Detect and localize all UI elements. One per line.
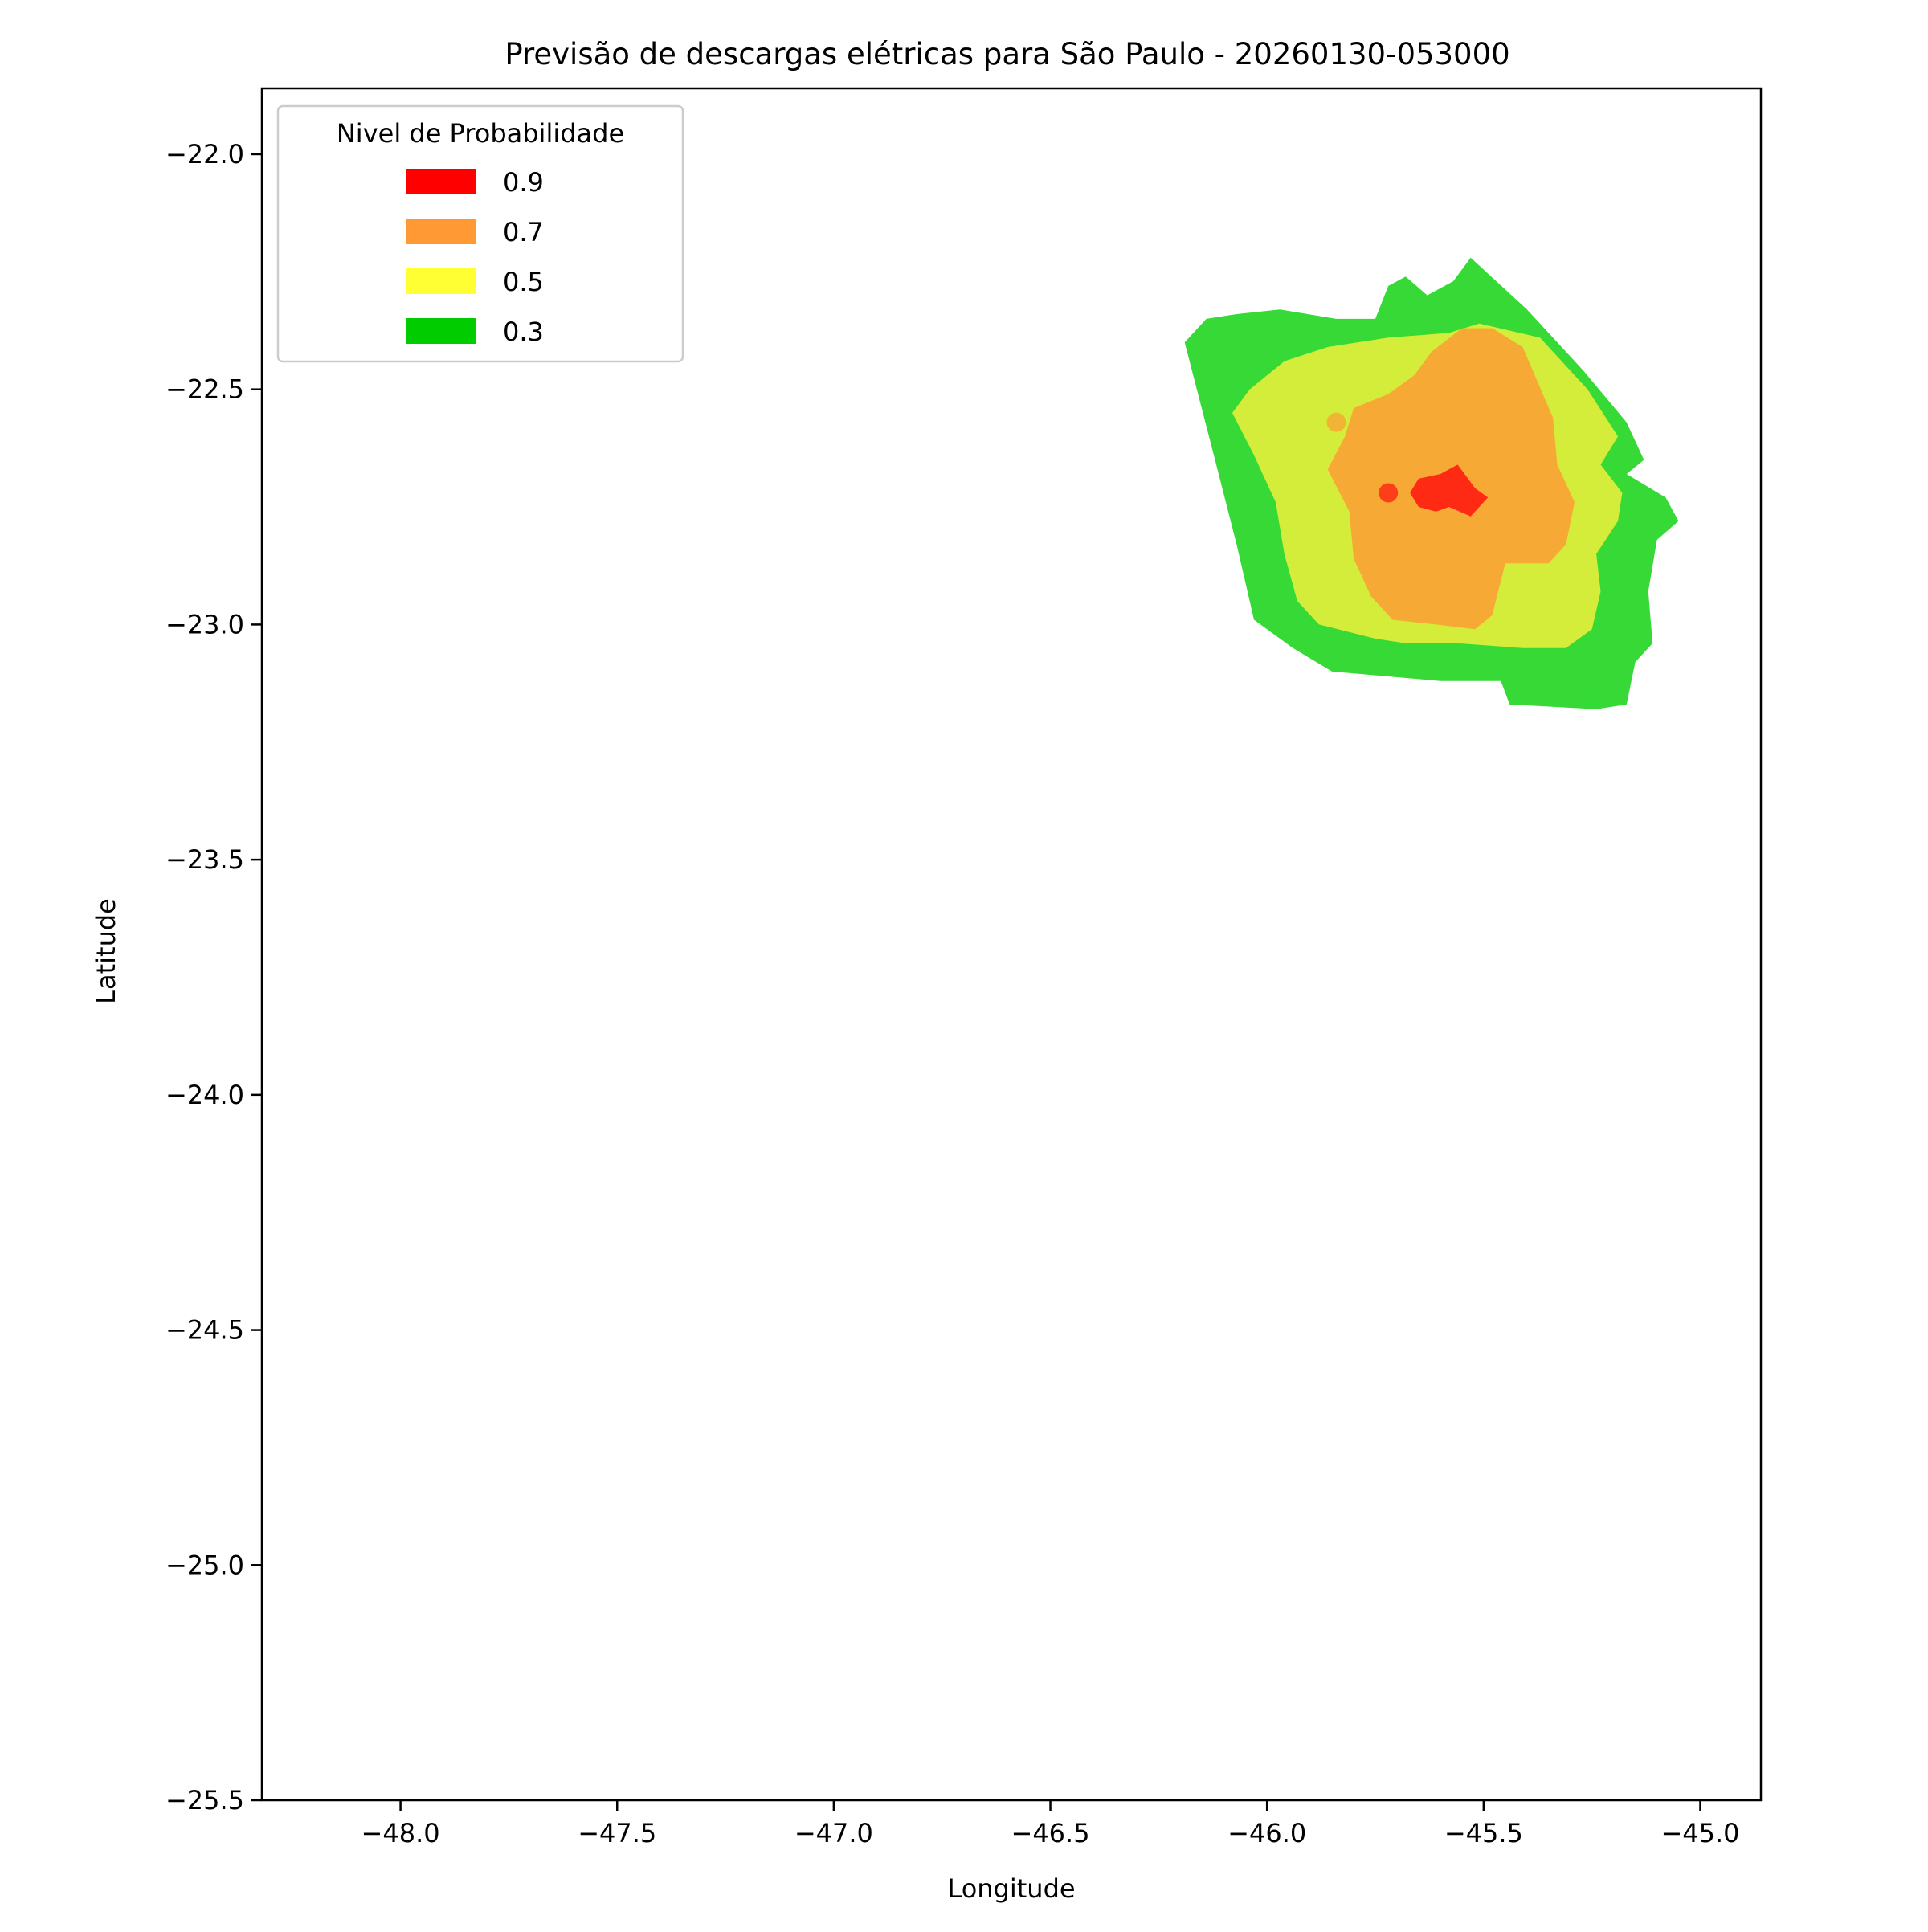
y-tick-label: −25.0 (165, 1550, 244, 1580)
x-tick-label: −46.5 (1011, 1818, 1090, 1848)
legend-swatch-0-9 (406, 169, 476, 194)
observation-point (1582, 690, 1602, 710)
legend-label: 0.5 (503, 267, 544, 297)
observation-points (1326, 389, 1602, 710)
legend-swatch-0-7 (406, 219, 476, 244)
chart-title: Previsão de descargas elétricas para São… (504, 37, 1509, 71)
observation-point (1448, 389, 1468, 409)
x-tick-label: −45.5 (1444, 1818, 1523, 1848)
legend: Nivel de Probabilidade 0.9 0.7 0.5 0.3 (276, 104, 684, 363)
x-axis-ticks: −48.0 −47.5 −47.0 −46.5 −46.0 −45.5 −45.0 (362, 1800, 1740, 1848)
contour-region-0-9 (1410, 464, 1489, 517)
y-tick-label: −24.0 (165, 1080, 244, 1110)
legend-swatch-0-5 (406, 268, 476, 294)
x-tick-label: −46.0 (1227, 1818, 1306, 1848)
observation-point (1326, 412, 1346, 432)
legend-box (276, 104, 684, 363)
y-tick-label: −22.5 (165, 374, 244, 405)
y-tick-label: −25.5 (165, 1785, 244, 1816)
y-tick-label: −23.5 (165, 844, 244, 875)
observation-point (1379, 483, 1399, 503)
x-tick-label: −45.0 (1660, 1818, 1739, 1848)
legend-label: 0.3 (503, 317, 544, 347)
y-tick-label: −23.0 (165, 609, 244, 639)
x-axis-label: Longitude (947, 1873, 1075, 1904)
y-axis-ticks: −22.0 −22.5 −23.0 −23.5 −24.0 −24.5 −25.0 −25.5 (165, 139, 262, 1816)
plot-area (1184, 257, 1679, 710)
axes-frame (260, 87, 1763, 1802)
legend-entries: 0.9 0.7 0.5 0.3 (406, 167, 544, 347)
y-tick-label: −22.0 (165, 139, 244, 170)
x-tick-label: −47.0 (794, 1818, 873, 1848)
x-tick-label: −48.0 (362, 1818, 440, 1848)
y-tick-label: −24.5 (165, 1315, 244, 1346)
legend-title: Nivel de Probabilidade (337, 118, 624, 149)
y-axis-label: Latitude (91, 898, 121, 1004)
legend-label: 0.9 (503, 167, 544, 198)
legend-label: 0.7 (503, 217, 544, 247)
x-tick-label: −47.5 (578, 1818, 656, 1848)
contour-regions (1184, 257, 1679, 709)
legend-swatch-0-3 (406, 318, 476, 344)
